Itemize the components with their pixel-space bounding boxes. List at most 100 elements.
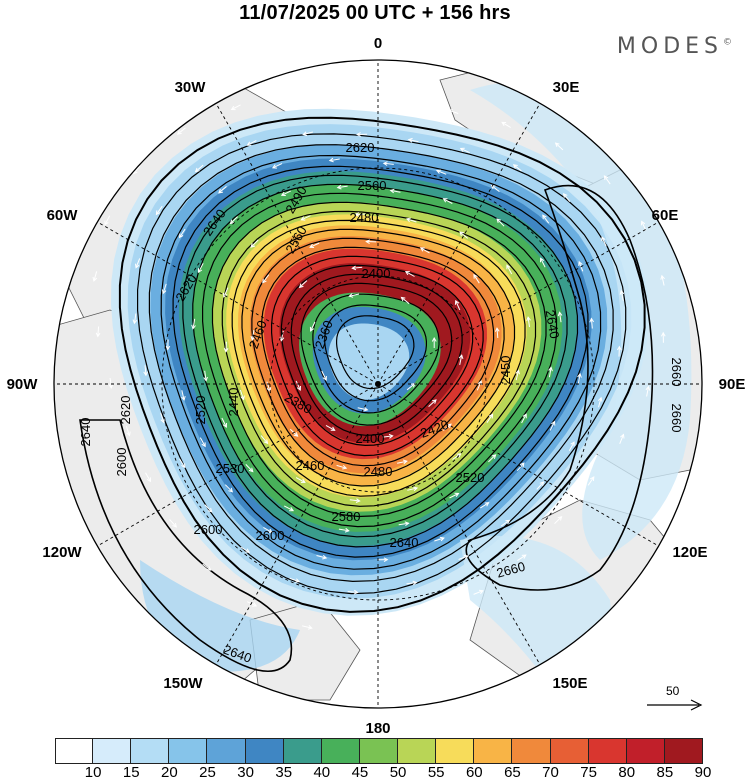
- wind-vector: [473, 590, 484, 595]
- wind-vector-head: [512, 164, 518, 169]
- wind-vector-head: [178, 233, 184, 239]
- wind-vector-head: [365, 239, 371, 245]
- wind-vector-head: [246, 141, 252, 146]
- wind-vector-head: [540, 257, 545, 263]
- wind-vector: [97, 326, 100, 337]
- wind-vector: [641, 221, 647, 231]
- wind-vector: [145, 472, 151, 482]
- brand-name: MODES: [616, 34, 723, 59]
- wind-vector-head: [459, 147, 465, 152]
- wind-vector-head: [307, 625, 313, 630]
- longitude-labels: 0 30E 60E 90E 120E 150E 180 150W 120W 90W 60W 30W: [7, 35, 746, 737]
- wind-vector: [179, 458, 186, 468]
- wind-vector-head: [135, 263, 140, 269]
- contour-label: 2450: [498, 356, 513, 385]
- wind-vector-head: [342, 95, 348, 101]
- wind-vector: [603, 175, 611, 185]
- height-contour: [182, 174, 579, 548]
- height-contour: [336, 315, 415, 390]
- colorbar-tick-label: 55: [427, 764, 445, 781]
- wind-vector: [266, 381, 271, 392]
- contour-label: 2660: [669, 404, 684, 433]
- wind-vector: [449, 493, 459, 499]
- colorbar-tick-label: 20: [161, 764, 178, 781]
- wind-vector: [198, 263, 204, 273]
- colorbar-swatch: [93, 738, 132, 764]
- height-contour-2660-east: [465, 184, 654, 591]
- wind-vector: [527, 317, 530, 328]
- wind-vector: [619, 434, 624, 444]
- wind-vector: [506, 264, 513, 275]
- wind-vector-head: [548, 366, 553, 372]
- height-contour: [290, 273, 463, 436]
- wind-vector-head: [198, 268, 203, 274]
- wind-vector: [601, 236, 607, 247]
- wind-vector-head: [395, 100, 401, 106]
- wind-vector-head: [454, 492, 460, 497]
- longitude-label-150W: 150W: [163, 675, 203, 692]
- wind-vector-head: [353, 589, 359, 595]
- contour-label: 2580: [332, 509, 361, 524]
- contour-label: 2400: [356, 431, 385, 446]
- height-contour: [312, 293, 440, 414]
- wind-vector-head: [300, 216, 306, 221]
- wind-vector: [281, 190, 292, 196]
- wind-vector-head: [557, 311, 563, 317]
- colorbar-tick-label: 45: [351, 764, 369, 781]
- wind-vector: [473, 274, 480, 284]
- wind-vector: [568, 441, 575, 452]
- wind-vector-head: [248, 467, 254, 473]
- longitude-label-120E: 120E: [672, 544, 707, 561]
- wind-vector: [301, 215, 311, 221]
- wind-vector-head: [431, 336, 437, 342]
- wind-vector: [458, 555, 469, 560]
- wind-vector-head: [132, 319, 138, 325]
- wind-vector: [405, 271, 415, 277]
- wind-vector-head: [104, 220, 109, 226]
- wind-vector: [204, 370, 207, 381]
- wind-vector: [288, 95, 299, 100]
- wind-vector: [321, 370, 327, 381]
- wind-vector-head: [557, 515, 563, 521]
- contour-label: 2640: [78, 418, 93, 447]
- wind-vector: [169, 519, 177, 528]
- wind-vector-head: [427, 616, 433, 622]
- longitude-label-180: 180: [365, 720, 390, 737]
- wind-vector-head: [454, 299, 460, 305]
- colorbar-swatch: [664, 738, 703, 764]
- wind-vector: [406, 218, 417, 223]
- colorbar-tick-label: 30: [237, 764, 254, 781]
- wind-vector-head: [287, 95, 293, 101]
- wind-vector-head: [459, 231, 465, 236]
- colorbar-swatch: [359, 738, 399, 764]
- colorbar-tick-label: 15: [122, 764, 140, 781]
- brand-mark: ©: [723, 37, 732, 48]
- map-title: 11/07/2025 00 UTC + 156 hrs: [239, 2, 511, 24]
- wind-vector: [407, 487, 418, 491]
- wind-vector: [406, 582, 417, 585]
- meridian-line: [377, 383, 659, 547]
- wind-vector: [479, 502, 489, 509]
- wind-vector-head: [660, 274, 665, 280]
- wind-vector: [283, 505, 294, 512]
- colorbar-swatch: [131, 738, 170, 764]
- reference-vector-arrow: [647, 699, 703, 711]
- wind-vector-head: [203, 376, 208, 382]
- contour-label: 2530: [216, 461, 245, 476]
- wind-vector: [383, 162, 394, 165]
- wind-vector-head: [108, 384, 114, 390]
- wind-vector: [452, 453, 461, 460]
- wind-vectors: [92, 95, 666, 635]
- colorbar-tick-label: 50: [389, 764, 407, 781]
- geopotential-contours: [79, 116, 654, 673]
- height-contour: [192, 183, 568, 538]
- wind-vector-head: [245, 548, 251, 553]
- wind-vector: [177, 127, 186, 135]
- wind-vector-head: [295, 578, 301, 583]
- wind-vector-head: [570, 441, 575, 447]
- contour-label: 2520: [456, 470, 485, 485]
- height-contour: [231, 219, 526, 497]
- wind-vector: [559, 312, 562, 323]
- colorbar-tick-label: 75: [580, 764, 597, 781]
